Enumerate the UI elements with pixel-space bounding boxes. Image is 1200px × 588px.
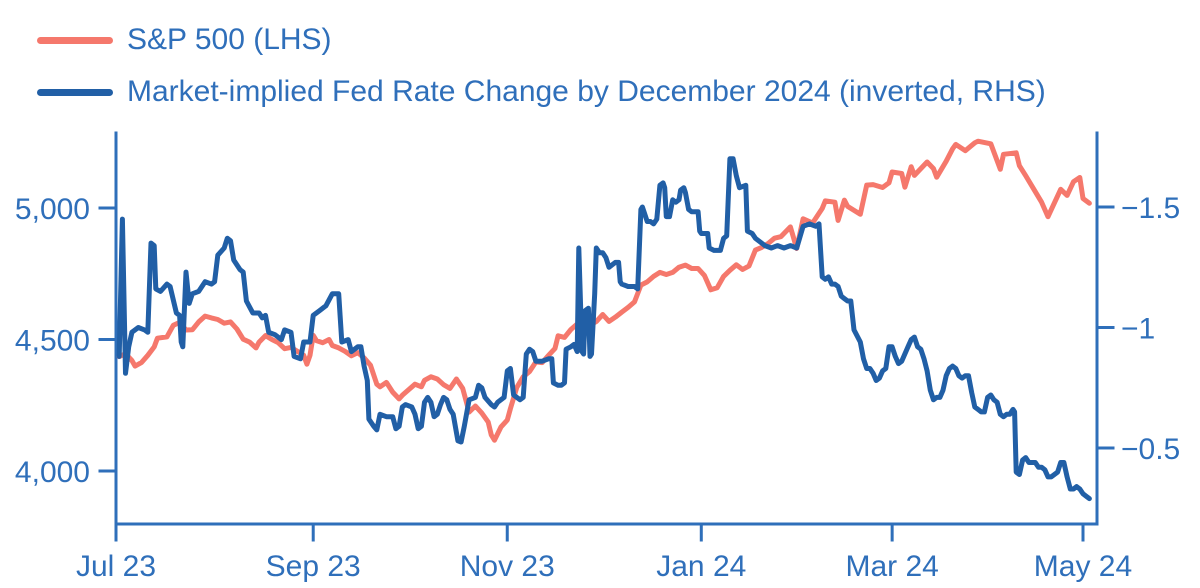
y-right-tick-label: −1.5	[1121, 192, 1180, 225]
legend-label-fed-rate: Market-implied Fed Rate Change by Decemb…	[127, 75, 1046, 108]
legend: S&P 500 (LHS) Market-implied Fed Rate Ch…	[37, 14, 1046, 118]
fed-rate-line	[116, 156, 1092, 502]
legend-item-sp500: S&P 500 (LHS)	[37, 14, 1046, 66]
y-left-tick-label: 5,000	[15, 193, 90, 226]
sp500-line-swatch	[37, 36, 113, 44]
x-tick-label: Jul 23	[76, 550, 156, 583]
axes	[114, 131, 1099, 526]
x-tick-label: Mar 24	[845, 550, 938, 583]
y-axis-left-ticks: 5,000 4,500 4,000	[15, 193, 118, 489]
x-tick-label: Sep 23	[266, 550, 361, 583]
y-left-tick-label: 4,500	[15, 325, 90, 358]
x-tick-label: May 24	[1034, 550, 1132, 583]
x-tick-label: Nov 23	[460, 550, 555, 583]
legend-item-fed-rate: Market-implied Fed Rate Change by Decemb…	[37, 66, 1046, 118]
legend-label-sp500: S&P 500 (LHS)	[127, 23, 332, 56]
x-tick-label: Jan 24	[656, 550, 746, 583]
data-series	[116, 138, 1092, 502]
x-axis-ticks: Jul 23 Sep 23 Nov 23 Jan 24 Mar 24 May 24	[76, 522, 1132, 583]
y-axis-right-ticks: −1.5 −1 −0.5	[1095, 192, 1180, 466]
y-left-tick-label: 4,000	[15, 456, 90, 489]
fed-rate-line-swatch	[37, 88, 113, 96]
y-right-tick-label: −1	[1121, 313, 1155, 346]
sp500-line	[116, 138, 1092, 443]
y-right-tick-label: −0.5	[1121, 433, 1180, 466]
